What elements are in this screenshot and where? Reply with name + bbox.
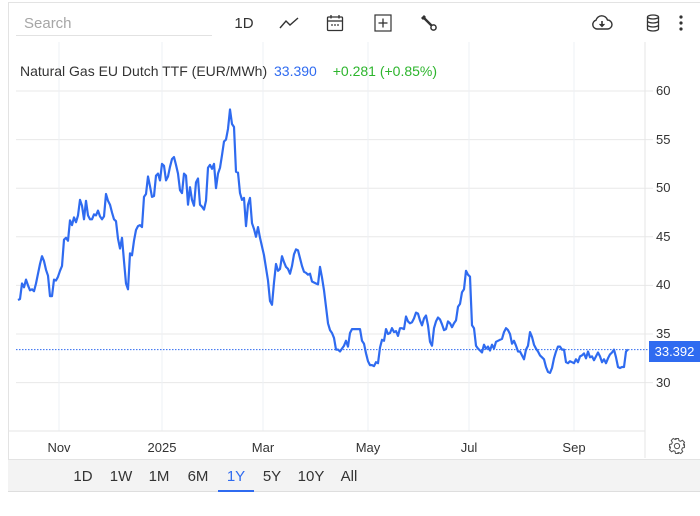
more-vertical-icon[interactable]: [676, 10, 686, 36]
price-chart[interactable]: [0, 0, 700, 460]
grid: [16, 42, 653, 431]
range-button-1m[interactable]: 1M: [148, 468, 170, 485]
range-button-6m[interactable]: 6M: [187, 468, 209, 485]
toolbar: 1D: [0, 0, 700, 42]
search-input[interactable]: [16, 12, 212, 36]
last-price-tag: 33.392: [649, 341, 700, 362]
legend-change: +0.281 (+0.85%): [332, 63, 438, 79]
range-button-1y[interactable]: 1Y: [226, 468, 246, 485]
gear-icon[interactable]: [668, 437, 686, 455]
range-selector: 1D 1W 1M 6M 1Y 5Y 10Y All: [8, 459, 700, 492]
cloud-download-icon[interactable]: [590, 10, 614, 36]
legend-price: 33.390: [274, 63, 317, 79]
range-button-1d[interactable]: 1D: [73, 468, 93, 485]
x-tick-label: Sep: [562, 440, 586, 455]
y-tick-label: 60: [656, 83, 671, 98]
y-tick-label: 50: [656, 180, 671, 196]
range-button-1w[interactable]: 1W: [109, 468, 133, 485]
y-tick-label: 30: [656, 374, 671, 390]
range-button-10y[interactable]: 10Y: [297, 468, 325, 485]
calendar-icon[interactable]: [324, 10, 346, 36]
range-button-all[interactable]: All: [340, 468, 358, 485]
add-indicator-icon[interactable]: [372, 10, 394, 36]
database-icon[interactable]: [644, 10, 662, 36]
line-chart-icon[interactable]: [278, 10, 300, 36]
range-button-5y[interactable]: 5Y: [262, 468, 282, 485]
x-tick-label: Mar: [251, 440, 275, 455]
price-line: [17, 108, 629, 374]
y-tick-label: 55: [656, 131, 671, 147]
x-tick-label: May: [355, 440, 381, 455]
y-tick-label: 45: [656, 228, 671, 244]
x-tick-label: 2025: [147, 440, 177, 455]
active-range-underline: [218, 490, 254, 492]
chart-legend: Natural Gas EU Dutch TTF (EUR/MWh) 33.39…: [20, 63, 437, 79]
y-tick-label: 40: [656, 277, 671, 293]
wrench-icon[interactable]: [418, 10, 440, 36]
interval-button[interactable]: 1D: [234, 14, 254, 32]
x-tick-label: Jul: [460, 440, 478, 455]
legend-title: Natural Gas EU Dutch TTF (EUR/MWh): [20, 63, 268, 79]
x-tick-label: Nov: [47, 440, 71, 455]
y-tick-label: 35: [656, 326, 671, 341]
